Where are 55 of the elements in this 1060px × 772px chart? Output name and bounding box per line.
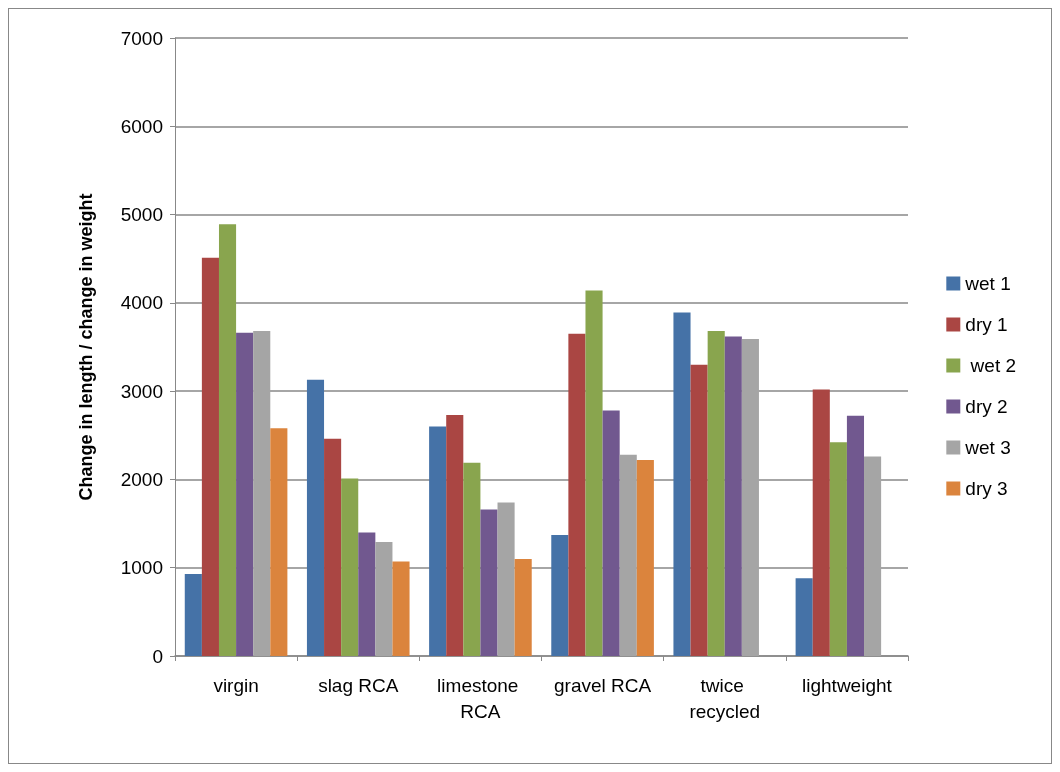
bar xyxy=(568,333,586,656)
bar xyxy=(218,224,237,656)
legend-label: dry 2 xyxy=(965,396,1008,417)
y-tick-label: 1000 xyxy=(120,557,163,579)
bar xyxy=(236,332,254,656)
bar xyxy=(724,336,742,656)
bar xyxy=(602,410,620,656)
bar xyxy=(375,542,393,656)
bar xyxy=(201,257,219,656)
bar xyxy=(253,331,271,656)
bar xyxy=(514,558,532,656)
x-tick-label: virgin xyxy=(213,674,259,696)
bar xyxy=(270,428,288,656)
y-tick-label: 3000 xyxy=(120,380,163,402)
bar xyxy=(463,462,481,656)
legend-label: wet 3 xyxy=(964,437,1011,458)
bar xyxy=(636,460,654,656)
x-tick-label: slag RCA xyxy=(318,674,399,696)
legend-label: dry 1 xyxy=(965,314,1008,335)
y-tick-label: 2000 xyxy=(120,468,163,490)
bar xyxy=(392,561,410,656)
bar xyxy=(619,454,637,656)
bar xyxy=(551,535,569,656)
bar xyxy=(690,364,708,656)
legend-label: wet 2 xyxy=(965,355,1017,376)
bar xyxy=(497,502,515,656)
legend-label: dry 3 xyxy=(965,478,1008,499)
bar xyxy=(673,312,691,656)
y-tick-label: 7000 xyxy=(120,27,163,49)
bar xyxy=(429,426,447,656)
legend-label: wet 1 xyxy=(964,273,1011,294)
bar xyxy=(707,331,725,656)
bar xyxy=(306,379,325,656)
x-tick-label: gravel RCA xyxy=(554,674,652,696)
bar xyxy=(358,532,376,656)
bar xyxy=(446,414,464,656)
y-tick-label: 5000 xyxy=(120,204,163,226)
y-tick-label: 6000 xyxy=(120,115,163,137)
bar xyxy=(846,415,865,656)
bar xyxy=(741,339,759,656)
bar xyxy=(585,290,603,656)
y-tick-label: 4000 xyxy=(120,292,163,314)
bar xyxy=(812,389,830,656)
bar xyxy=(795,578,813,656)
x-tick-label: limestone RCA xyxy=(437,674,524,722)
y-axis-title: Change in length / change in weight xyxy=(76,193,96,501)
bar xyxy=(864,456,882,656)
bar xyxy=(324,438,342,656)
bar xyxy=(480,509,498,656)
bar xyxy=(829,442,847,656)
bar xyxy=(184,573,202,656)
y-tick-label: 0 xyxy=(152,645,163,667)
x-tick-label: twice recycled xyxy=(689,674,761,722)
bar xyxy=(341,478,359,656)
x-tick-label: lightweight xyxy=(802,674,893,696)
